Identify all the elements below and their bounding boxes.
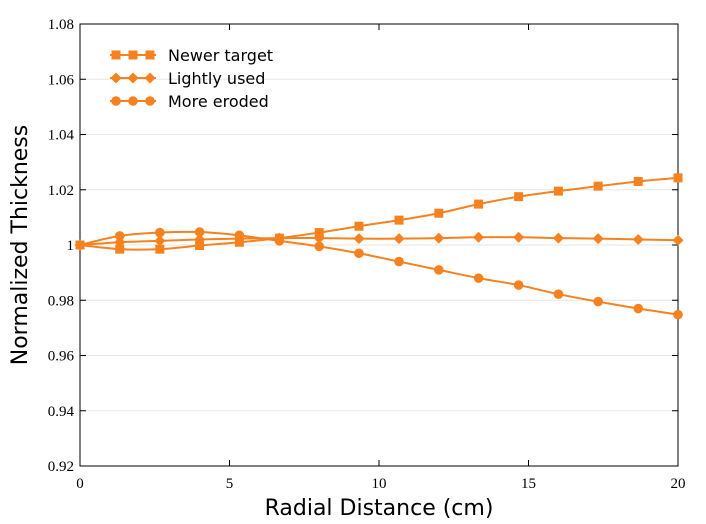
legend-marker bbox=[145, 50, 155, 60]
series-line-lightly-used bbox=[79, 236, 679, 246]
data-point-newer-target bbox=[673, 173, 683, 183]
series-line-newer-target bbox=[79, 176, 679, 251]
data-point-more-eroded bbox=[434, 265, 444, 275]
data-point-more-eroded bbox=[114, 231, 125, 241]
legend-label: Lightly used bbox=[168, 69, 265, 88]
data-point-more-eroded bbox=[473, 273, 484, 283]
data-point-newer-target bbox=[553, 186, 563, 196]
data-point-more-eroded bbox=[354, 248, 364, 259]
data-point-lightly-used bbox=[433, 232, 445, 244]
data-point-newer-target bbox=[593, 181, 603, 191]
legend-marker bbox=[127, 72, 139, 84]
data-point-newer-target bbox=[474, 199, 484, 209]
data-point-newer-target bbox=[155, 244, 165, 254]
data-point-more-eroded bbox=[234, 230, 245, 241]
data-point-newer-target bbox=[394, 215, 404, 225]
legend-label: More eroded bbox=[168, 92, 269, 111]
data-point-more-eroded bbox=[314, 241, 325, 252]
data-point-lightly-used bbox=[313, 232, 325, 244]
y-tick-label: 1.06 bbox=[48, 72, 75, 88]
legend-item-more-eroded: More eroded bbox=[110, 92, 269, 111]
data-point-more-eroded bbox=[274, 236, 285, 246]
data-point-lightly-used bbox=[194, 233, 206, 245]
legend-marker bbox=[145, 96, 155, 106]
series-more-eroded bbox=[75, 227, 683, 320]
legend-marker bbox=[128, 96, 138, 106]
data-point-newer-target bbox=[514, 192, 524, 202]
y-tick-label: 1.02 bbox=[48, 183, 74, 199]
x-axis-title: Radial Distance (cm) bbox=[265, 496, 494, 521]
data-point-lightly-used bbox=[513, 231, 525, 243]
data-point-newer-target bbox=[354, 221, 364, 231]
ticks: 0.92 0.94 0.96 0.98 1 1.02 1.04 1.06 1.08 0 5 10 15 2… bbox=[48, 17, 686, 492]
data-point-more-eroded bbox=[673, 309, 683, 320]
data-point-newer-target bbox=[314, 228, 324, 238]
legend-marker bbox=[111, 50, 121, 60]
legend: Newer target Lightly used More eroded bbox=[110, 46, 273, 111]
legend-marker bbox=[111, 96, 121, 106]
series-line-more-eroded bbox=[79, 230, 679, 316]
data-point-newer-target bbox=[434, 208, 444, 218]
data-point-lightly-used bbox=[632, 233, 644, 245]
x-tick-label: 5 bbox=[226, 476, 234, 492]
data-point-lightly-used bbox=[672, 234, 684, 246]
x-tick-label: 20 bbox=[671, 476, 686, 492]
y-tick-label: 0.98 bbox=[48, 293, 74, 309]
data-point-newer-target bbox=[115, 244, 125, 254]
data-point-lightly-used bbox=[353, 233, 365, 245]
y-tick-label: 0.94 bbox=[48, 404, 75, 420]
y-axis-title: Normalized Thickness bbox=[8, 125, 33, 366]
data-point-more-eroded bbox=[633, 303, 644, 314]
data-point-more-eroded bbox=[75, 240, 85, 250]
x-tick-label: 0 bbox=[76, 476, 84, 492]
data-point-lightly-used bbox=[393, 233, 405, 245]
data-point-lightly-used bbox=[552, 232, 564, 244]
series-group bbox=[74, 173, 684, 320]
y-tick-label: 1 bbox=[67, 238, 75, 254]
y-tick-label: 1.04 bbox=[48, 128, 75, 144]
data-point-more-eroded bbox=[155, 227, 165, 238]
data-point-lightly-used bbox=[154, 235, 166, 247]
data-point-newer-target bbox=[633, 176, 643, 186]
x-tick-label: 15 bbox=[521, 476, 536, 492]
data-point-more-eroded bbox=[553, 289, 564, 299]
y-tick-label: 0.92 bbox=[48, 459, 74, 475]
data-point-lightly-used bbox=[592, 233, 604, 245]
legend-marker bbox=[110, 72, 122, 84]
data-point-more-eroded bbox=[394, 256, 404, 267]
data-point-more-eroded bbox=[194, 227, 205, 237]
legend-item-lightly-used: Lightly used bbox=[110, 69, 265, 88]
y-tick-label: 1.08 bbox=[48, 17, 74, 33]
data-point-more-eroded bbox=[513, 280, 524, 290]
legend-item-newer-target: Newer target bbox=[110, 46, 273, 65]
legend-label: Newer target bbox=[168, 46, 273, 65]
data-point-lightly-used bbox=[473, 231, 485, 243]
data-point-newer-target bbox=[195, 241, 205, 251]
legend-marker bbox=[128, 50, 138, 60]
grid bbox=[80, 78, 678, 412]
data-point-more-eroded bbox=[593, 296, 603, 307]
legend-marker bbox=[144, 72, 156, 84]
y-tick-label: 0.96 bbox=[48, 349, 75, 365]
x-tick-label: 10 bbox=[372, 476, 387, 492]
